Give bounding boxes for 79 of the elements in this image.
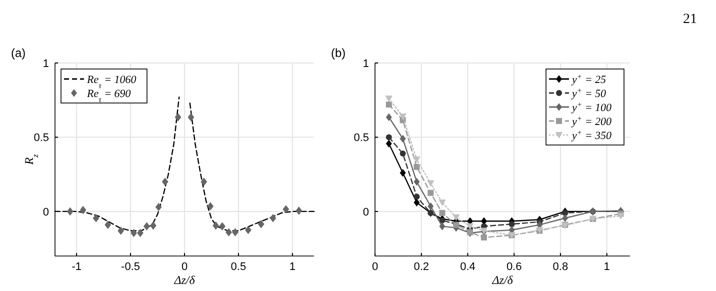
point	[219, 222, 226, 230]
point	[466, 223, 474, 230]
x-tick-label: 0	[372, 261, 378, 273]
x-tick-label: 0.2	[414, 261, 430, 273]
x-tick-label: 0.5	[230, 261, 246, 273]
point	[282, 205, 290, 214]
point	[508, 221, 515, 228]
x-tick-label: 0.6	[506, 261, 522, 273]
legend-label: y$^{+}$ = 50	[571, 86, 607, 100]
text: 21	[683, 12, 697, 27]
point	[399, 113, 406, 120]
point	[226, 228, 232, 236]
legend-label: Re$_{τ}$ = 1060	[86, 74, 137, 90]
point	[414, 164, 420, 170]
point	[428, 190, 434, 196]
point	[400, 134, 406, 143]
point	[232, 228, 238, 236]
point	[562, 214, 568, 222]
point	[212, 221, 219, 230]
x-axis-title: Δz/δ	[491, 273, 514, 287]
point	[188, 113, 194, 122]
point	[386, 113, 392, 122]
point	[66, 207, 74, 216]
point	[150, 221, 156, 230]
point	[270, 214, 276, 222]
point	[207, 202, 214, 210]
legend-label: Re$_{τ}$ = 690	[86, 88, 132, 104]
x-tick-label: -1	[72, 261, 82, 273]
y-tick-label: 1	[42, 58, 49, 70]
point	[438, 200, 446, 206]
x-axis-title: Δz/δ	[173, 273, 196, 287]
point	[414, 178, 420, 186]
point	[414, 198, 420, 206]
point	[104, 220, 112, 229]
point	[258, 220, 264, 228]
point	[385, 96, 393, 102]
point	[386, 134, 392, 140]
point	[617, 212, 624, 220]
point	[428, 202, 434, 210]
point	[92, 214, 100, 222]
y-tick-label: 0.5	[354, 132, 369, 144]
point	[244, 226, 252, 234]
point	[400, 168, 406, 177]
legend-label: y$^{+}$ = 350	[571, 128, 612, 142]
point	[296, 206, 302, 215]
point	[130, 228, 137, 238]
legend-label: y$^{+}$ = 100	[571, 100, 612, 114]
point	[439, 222, 446, 230]
point	[386, 140, 392, 148]
point	[144, 222, 150, 230]
point	[414, 194, 420, 200]
x-tick-label: 0.4	[460, 261, 476, 273]
point	[80, 206, 86, 214]
x-tick-label: -0.5	[121, 261, 140, 273]
point	[200, 178, 208, 186]
point	[400, 150, 406, 157]
point	[137, 228, 144, 238]
y-tick-label: 0	[42, 206, 49, 218]
chart-title: (a)	[11, 46, 26, 60]
y-tick-label: 1	[362, 58, 369, 70]
point	[386, 102, 392, 108]
y-tick-label: 0	[362, 206, 369, 218]
point	[118, 226, 124, 235]
point	[174, 113, 182, 122]
point	[155, 202, 162, 212]
x-tick-label: 1	[604, 261, 610, 273]
point	[439, 210, 446, 216]
chart-title: (b)	[331, 46, 346, 60]
legend-label: y$^{+}$ = 200	[571, 114, 612, 128]
y-tick-label: 0.5	[34, 132, 49, 144]
legend-label: y$^{+}$ = 25	[571, 72, 607, 86]
point	[480, 234, 487, 240]
x-tick-label: 0	[181, 261, 188, 273]
point	[162, 178, 168, 186]
point	[427, 180, 434, 187]
point	[452, 214, 460, 221]
x-tick-label: 0.8	[552, 261, 568, 273]
point	[413, 156, 420, 164]
x-tick-label: 1	[289, 261, 296, 273]
